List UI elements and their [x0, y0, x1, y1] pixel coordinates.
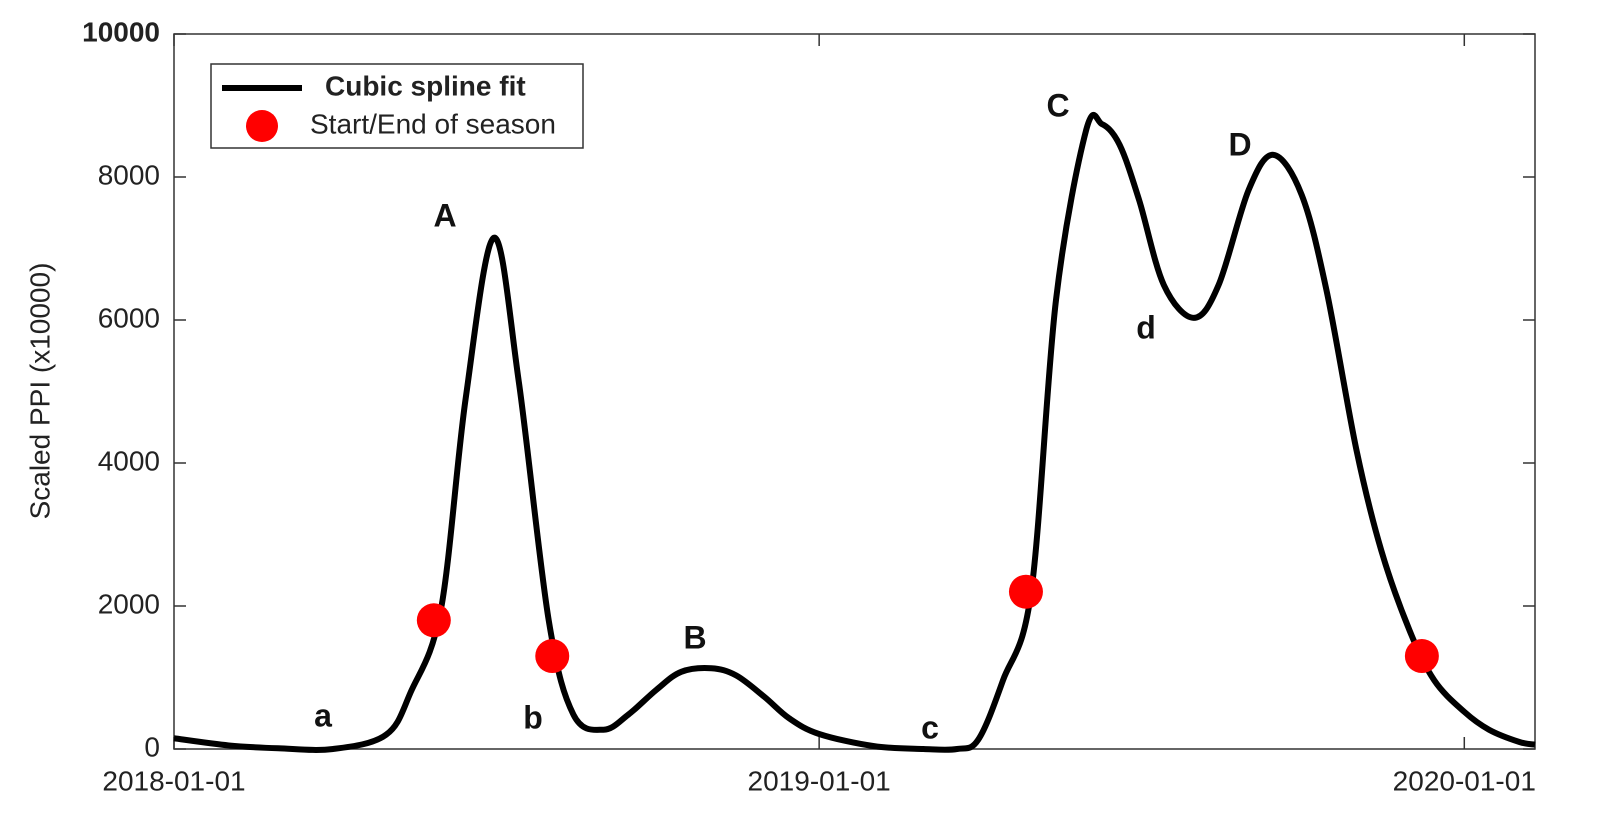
legend-label: Cubic spline fit — [325, 70, 526, 101]
plot-frame — [173, 33, 1536, 750]
y-tick-label: 10000 — [82, 16, 160, 47]
annotation: A — [433, 197, 456, 233]
annotation: D — [1228, 126, 1251, 162]
x-tick-label: 2020-01-01 — [1393, 765, 1536, 796]
y-tick-label: 4000 — [98, 445, 160, 476]
y-tick-label: 8000 — [98, 159, 160, 190]
season-point — [535, 639, 570, 674]
annotation: C — [1046, 87, 1069, 123]
y-tick-label: 0 — [144, 731, 160, 762]
season-point — [416, 603, 451, 638]
y-tick-label: 6000 — [98, 302, 160, 333]
y-tick-label: 2000 — [98, 588, 160, 619]
season-point — [1404, 639, 1439, 674]
legend-swatch — [246, 110, 278, 142]
annotation: c — [921, 709, 939, 745]
annotation: a — [314, 697, 332, 733]
annotation: B — [683, 619, 706, 655]
annotation: b — [523, 699, 543, 735]
spline-line — [173, 111, 1536, 753]
legend-label: Start/End of season — [310, 108, 556, 139]
x-tick-label: 2018-01-01 — [102, 765, 245, 796]
y-axis-label: Scaled PPI (x10000) — [24, 263, 55, 520]
x-tick-label: 2019-01-01 — [748, 765, 891, 796]
season-point — [1008, 574, 1043, 609]
annotation: d — [1136, 309, 1156, 345]
